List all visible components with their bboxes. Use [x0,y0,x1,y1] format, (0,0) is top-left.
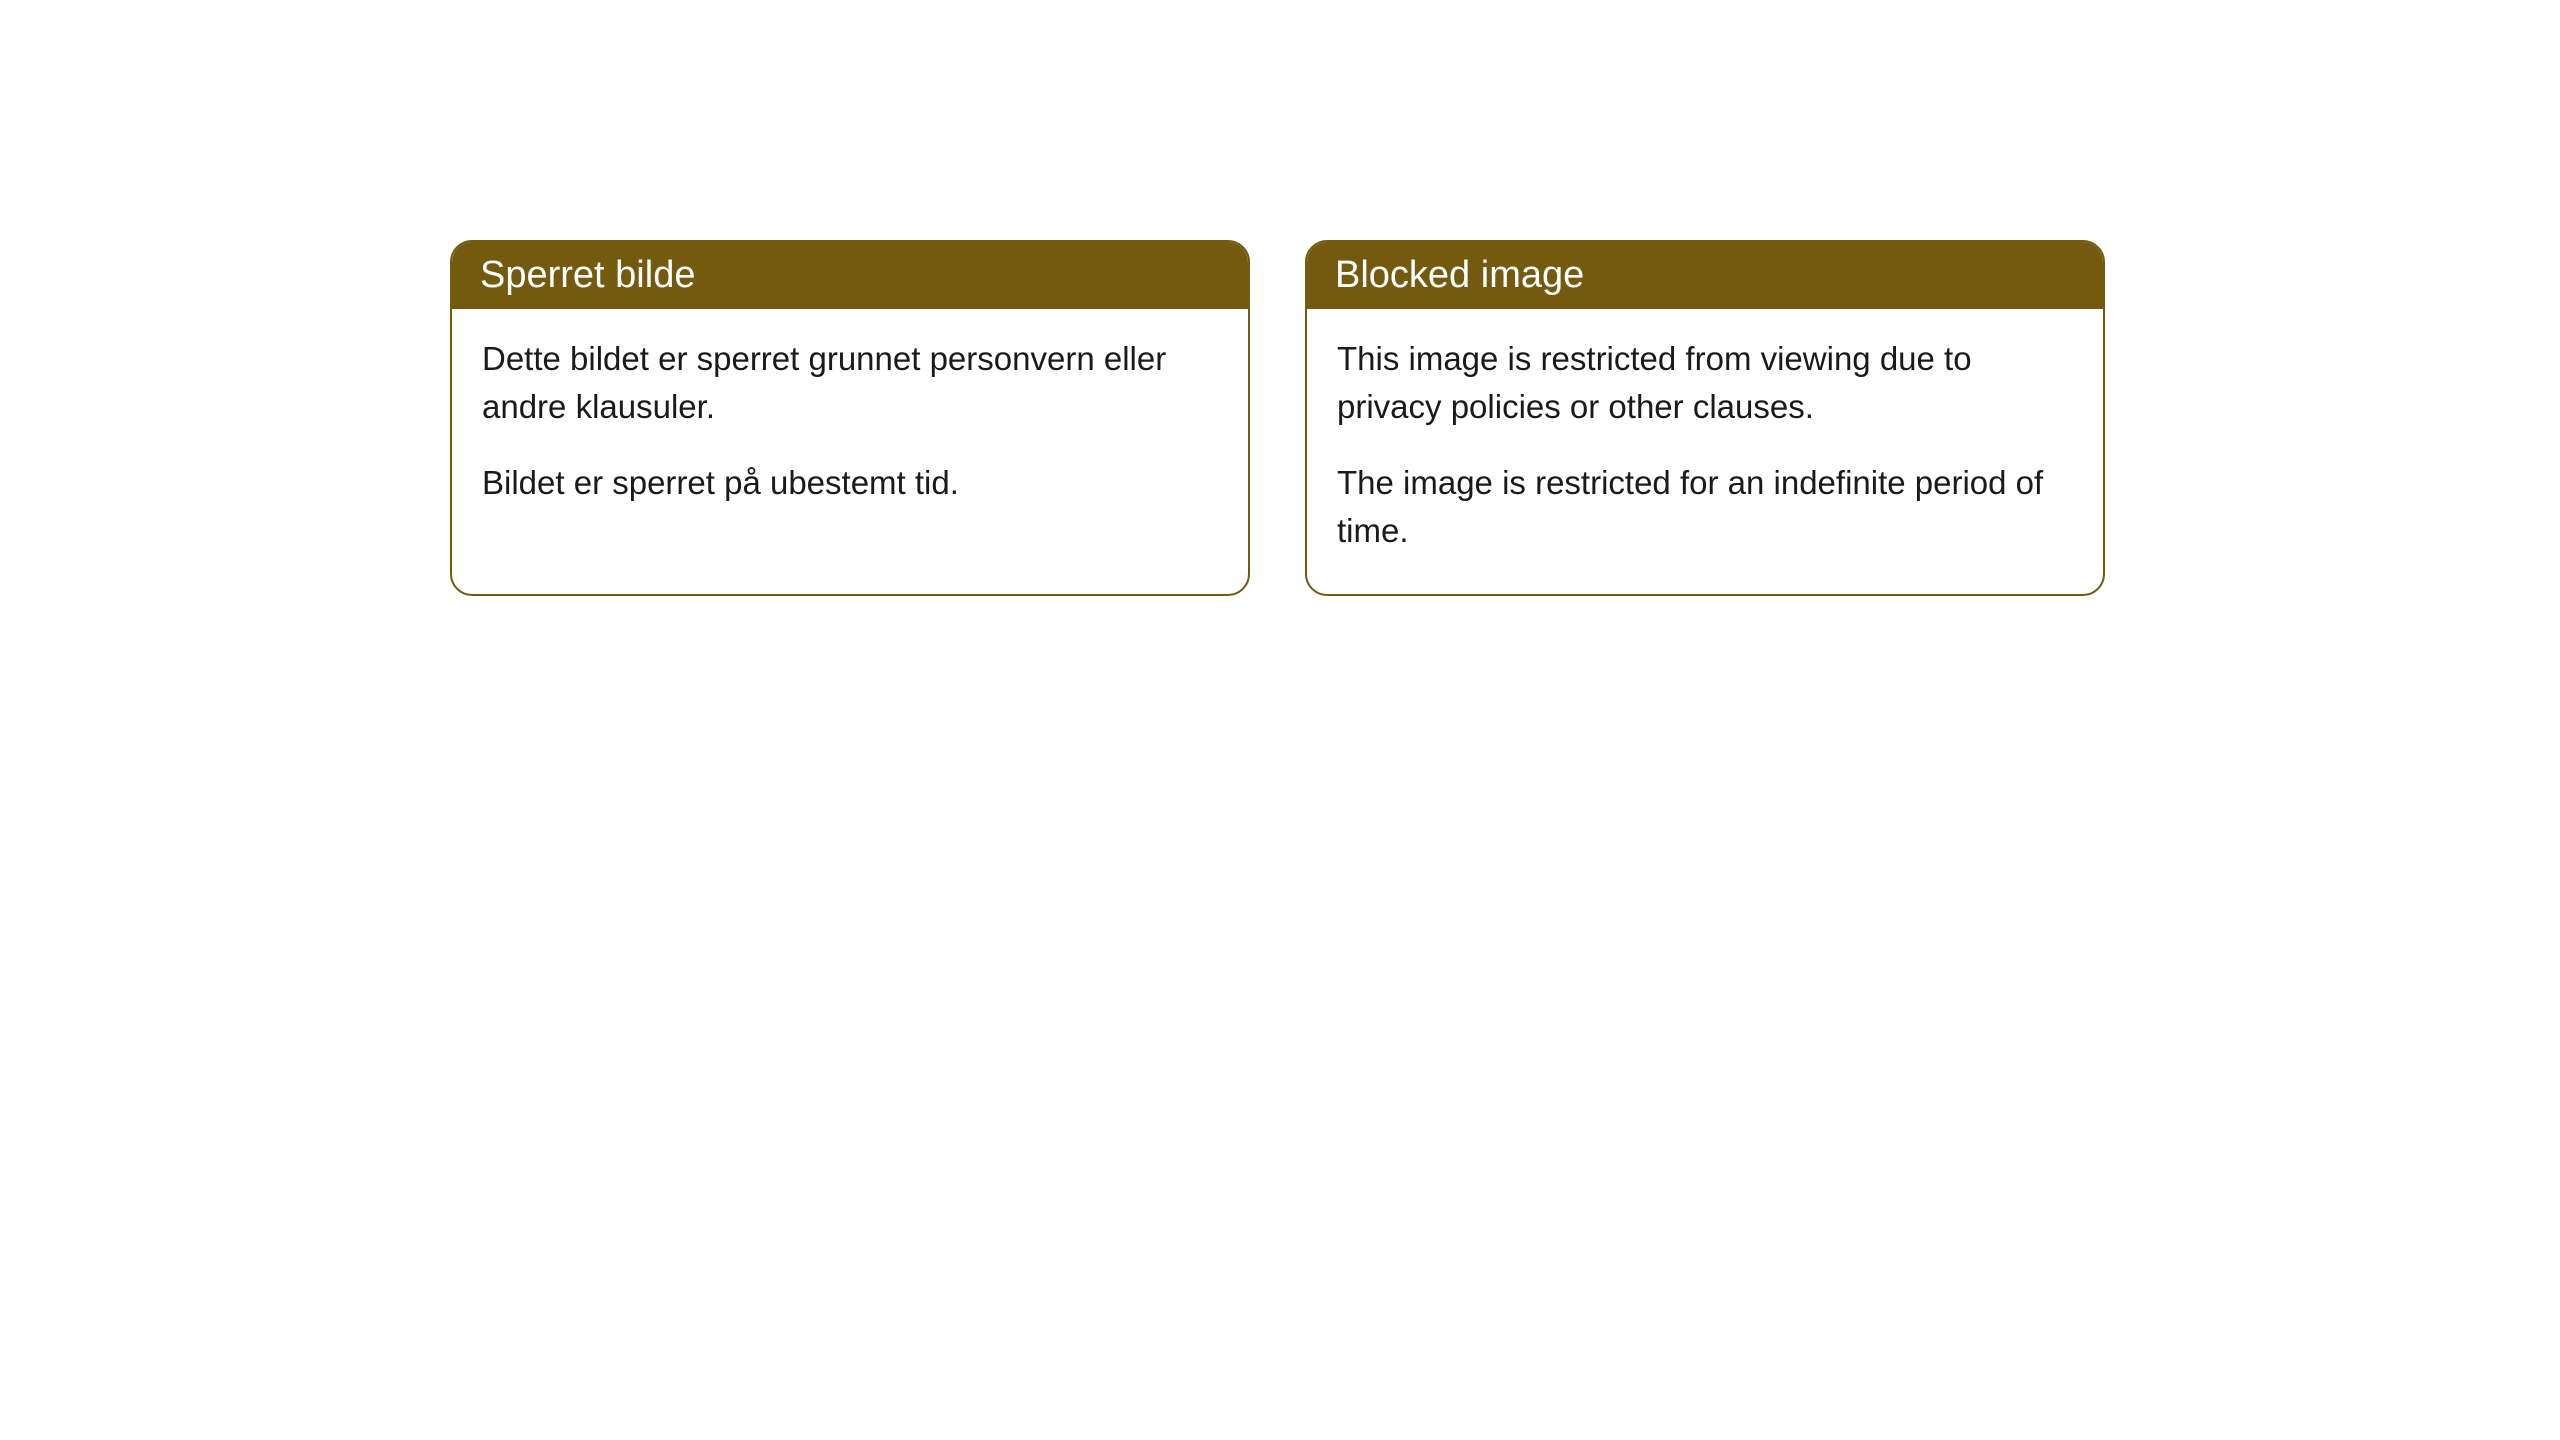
card-title: Sperret bilde [480,254,695,296]
notice-card-english: Blocked image This image is restricted f… [1305,240,2105,596]
card-paragraph: The image is restricted for an indefinit… [1337,459,2073,555]
card-header: Sperret bilde [452,242,1248,309]
notice-cards-container: Sperret bilde Dette bildet er sperret gr… [450,240,2105,596]
card-title: Blocked image [1335,254,1584,296]
card-body: Dette bildet er sperret grunnet personve… [452,309,1248,547]
card-paragraph: Dette bildet er sperret grunnet personve… [482,335,1218,431]
card-body: This image is restricted from viewing du… [1307,309,2103,594]
card-header: Blocked image [1307,242,2103,309]
card-paragraph: This image is restricted from viewing du… [1337,335,2073,431]
card-paragraph: Bildet er sperret på ubestemt tid. [482,459,1218,507]
notice-card-norwegian: Sperret bilde Dette bildet er sperret gr… [450,240,1250,596]
